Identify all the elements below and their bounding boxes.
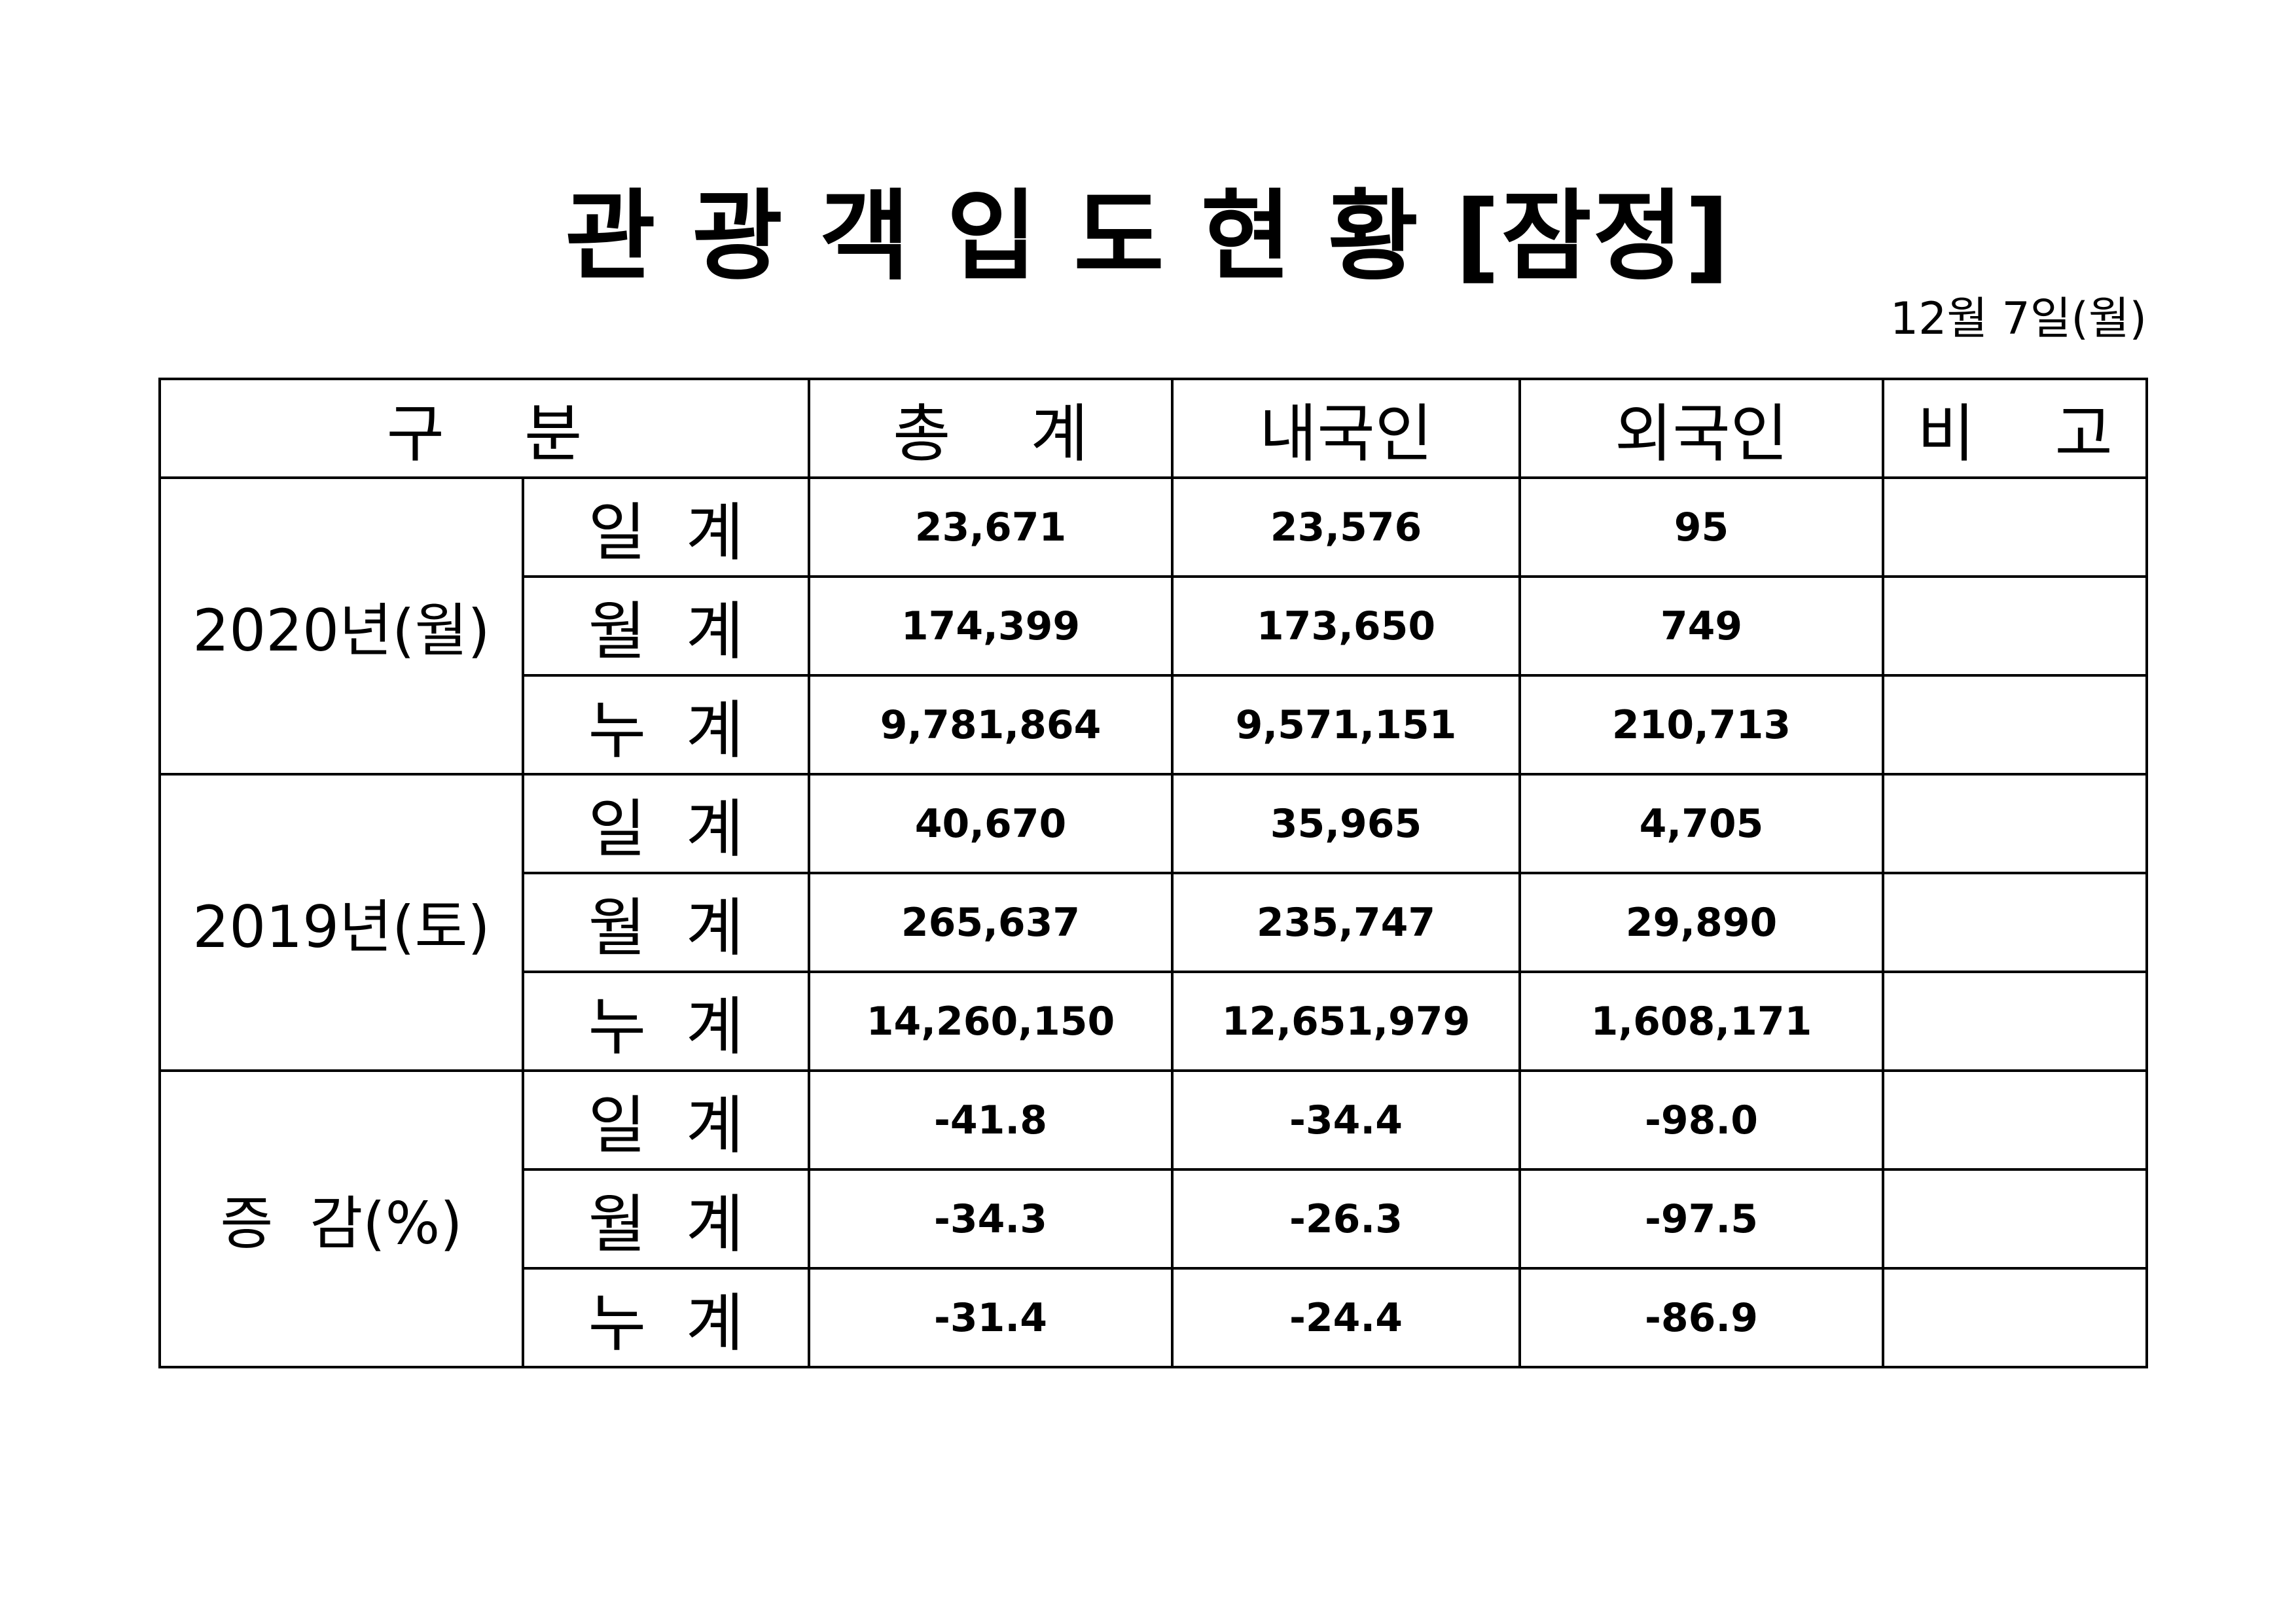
table-row: 월 계 265,637 235,747 29,890 xyxy=(160,872,2149,973)
group-label-2020: 2020년(월) xyxy=(158,476,524,776)
header-remarks: 비 고 xyxy=(1882,378,2149,479)
cell-domestic: -24.4 xyxy=(1171,1267,1522,1368)
cell-foreign: 29,890 xyxy=(1518,872,1885,973)
row-label: 월 계 xyxy=(521,872,811,973)
cell-foreign: 749 xyxy=(1518,575,1885,677)
cell-domestic: -26.3 xyxy=(1171,1168,1522,1270)
table-row: 누 계 14,260,150 12,651,979 1,608,171 xyxy=(160,971,2149,1072)
table-row: 2020년(월) 일 계 23,671 23,576 95 xyxy=(158,476,2149,776)
cell-domestic: 12,651,979 xyxy=(1171,971,1522,1072)
cell-total: 265,637 xyxy=(808,872,1174,973)
cell-total: 23,671 xyxy=(808,476,1174,578)
header-total: 총 계 xyxy=(808,378,1174,479)
cell-domestic: 23,576 xyxy=(1171,476,1522,578)
header-foreign: 외국인 xyxy=(1518,378,1885,479)
cell-foreign: -86.9 xyxy=(1518,1267,1885,1368)
header-category: 구 분 xyxy=(158,378,811,479)
cell-remarks xyxy=(1882,476,2149,578)
cell-foreign: 95 xyxy=(1518,476,1885,578)
row-label: 누 계 xyxy=(521,1267,811,1368)
row-label: 누 계 xyxy=(521,674,811,776)
group-label-2019: 2019년(토) xyxy=(158,773,524,1072)
row-label: 일 계 xyxy=(521,1069,811,1171)
cell-foreign: 1,608,171 xyxy=(1518,971,1885,1072)
cell-total: 40,670 xyxy=(808,773,1174,874)
row-label: 누 계 xyxy=(521,971,811,1072)
cell-foreign: 210,713 xyxy=(1518,674,1885,776)
cell-domestic: -34.4 xyxy=(1171,1069,1522,1171)
table-row: 월 계 174,399 173,650 749 xyxy=(160,575,2149,677)
cell-domestic: 235,747 xyxy=(1171,872,1522,973)
cell-foreign: -98.0 xyxy=(1518,1069,1885,1171)
cell-total: -31.4 xyxy=(808,1267,1174,1368)
table-row: 월 계 -34.3 -26.3 -97.5 xyxy=(160,1168,2149,1270)
cell-remarks xyxy=(1882,575,2149,677)
cell-remarks xyxy=(1882,1069,2149,1171)
cell-remarks xyxy=(1882,872,2149,973)
cell-total: 174,399 xyxy=(808,575,1174,677)
group-label-change: 증 감(%) xyxy=(158,1069,524,1368)
cell-remarks xyxy=(1882,971,2149,1072)
cell-domestic: 35,965 xyxy=(1171,773,1522,874)
cell-remarks xyxy=(1882,674,2149,776)
cell-total: 14,260,150 xyxy=(808,971,1174,1072)
row-label: 일 계 xyxy=(521,773,811,874)
cell-remarks xyxy=(1882,1267,2149,1368)
header-row: 구 분 총 계 내국인 외국인 비 고 xyxy=(158,378,2149,479)
table-row: 증 감(%) 일 계 -41.8 -34.4 -98.0 xyxy=(158,1069,2149,1368)
cell-foreign: 4,705 xyxy=(1518,773,1885,874)
cell-total: -41.8 xyxy=(808,1069,1174,1171)
table-row: 2019년(토) 일 계 40,670 35,965 4,705 xyxy=(158,773,2149,1072)
cell-domestic: 9,571,151 xyxy=(1171,674,1522,776)
page-title: 관 광 객 입 도 현 황 [잠정] xyxy=(565,180,1731,294)
cell-foreign: -97.5 xyxy=(1518,1168,1885,1270)
cell-remarks xyxy=(1882,773,2149,874)
row-label: 월 계 xyxy=(521,1168,811,1270)
cell-remarks xyxy=(1882,1168,2149,1270)
row-label: 월 계 xyxy=(521,575,811,677)
table-row: 누 계 9,781,864 9,571,151 210,713 xyxy=(160,674,2149,776)
table-row: 누 계 -31.4 -24.4 -86.9 xyxy=(160,1267,2149,1368)
cell-total: -34.3 xyxy=(808,1168,1174,1270)
cell-total: 9,781,864 xyxy=(808,674,1174,776)
header-domestic: 내국인 xyxy=(1171,378,1522,479)
row-label: 일 계 xyxy=(521,476,811,578)
tourist-arrivals-table: 구 분 총 계 내국인 외국인 비 고 2020년(월) 일 계 23,671 … xyxy=(158,378,2149,1368)
report-date: 12월 7일(월) xyxy=(1890,293,2147,345)
cell-domestic: 173,650 xyxy=(1171,575,1522,677)
